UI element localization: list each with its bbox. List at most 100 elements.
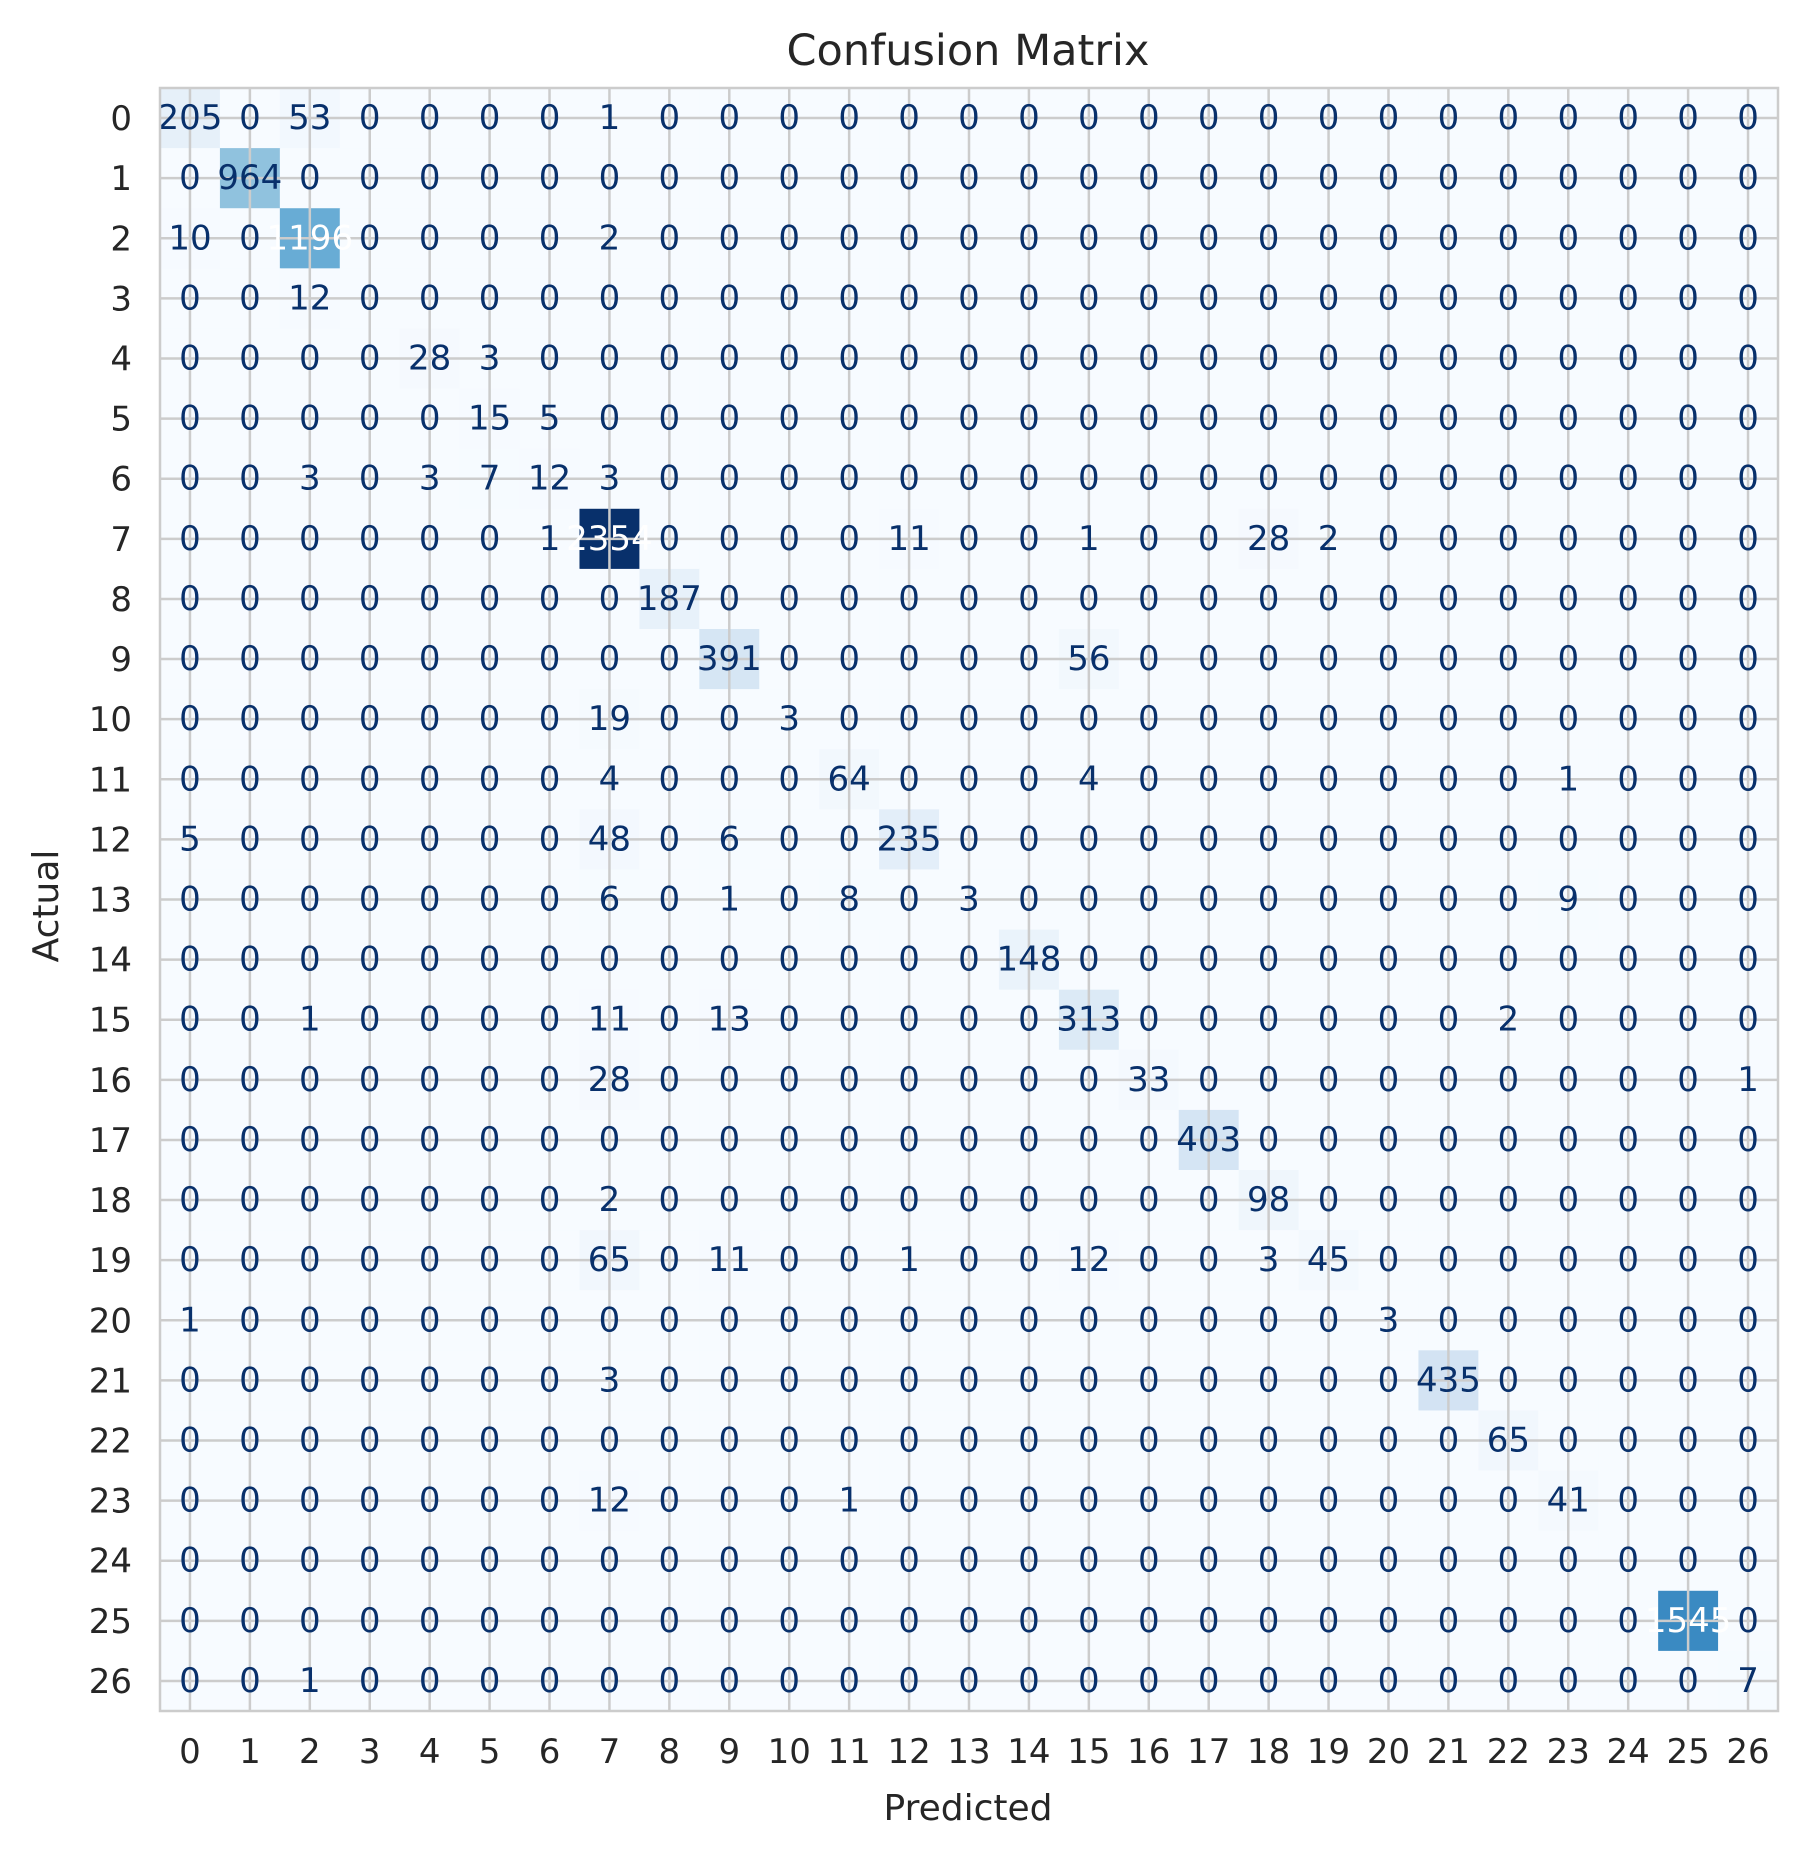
- cell-value-label: 0: [1498, 339, 1520, 379]
- cell-value-label: 0: [479, 1300, 501, 1340]
- cell-value-label: 0: [1258, 278, 1280, 318]
- cell-value-label: 0: [1018, 1601, 1040, 1641]
- cell-value-label: 0: [179, 459, 201, 499]
- cell-value-label: 0: [958, 1421, 980, 1461]
- cell-value-label: 98: [1247, 1180, 1290, 1220]
- cell-value-label: 0: [299, 1360, 321, 1400]
- cell-value-label: 0: [359, 158, 381, 198]
- cell-value-label: 0: [1378, 819, 1400, 859]
- cell-value-label: 0: [958, 759, 980, 799]
- cell-value-label: 0: [1677, 98, 1699, 138]
- cell-value-label: 0: [1617, 699, 1639, 739]
- cell-value-label: 0: [299, 1421, 321, 1461]
- cell-value-label: 3: [299, 459, 321, 499]
- cell-value-label: 0: [659, 1120, 681, 1160]
- cell-value-label: 0: [1438, 1180, 1460, 1220]
- cell-value-label: 0: [1438, 278, 1460, 318]
- y-tick-label: 3: [110, 279, 132, 319]
- cell-value-label: 0: [838, 819, 860, 859]
- cell-value-label: 4: [599, 759, 621, 799]
- cell-value-label: 0: [1737, 339, 1759, 379]
- cell-value-label: 0: [179, 1601, 201, 1641]
- cell-value-label: 0: [1737, 1180, 1759, 1220]
- cell-value-label: 0: [1018, 399, 1040, 439]
- cell-value-label: 0: [838, 1240, 860, 1280]
- cell-value-label: 0: [958, 459, 980, 499]
- cell-value-label: 0: [419, 579, 441, 619]
- cell-value-label: 0: [1737, 1120, 1759, 1160]
- cell-value-label: 0: [1557, 459, 1579, 499]
- cell-value-label: 0: [1078, 158, 1100, 198]
- cell-value-label: 0: [359, 1661, 381, 1701]
- cell-value-label: 0: [419, 699, 441, 739]
- cell-value-label: 0: [1617, 940, 1639, 980]
- cell-value-label: 0: [1677, 1300, 1699, 1340]
- cell-value-label: 15: [468, 399, 511, 439]
- cell-value-label: 0: [898, 1481, 920, 1521]
- cell-value-label: 0: [239, 639, 261, 679]
- cell-value-label: 435: [1416, 1360, 1481, 1400]
- cell-value-label: 0: [718, 940, 740, 980]
- x-tick-label: 13: [947, 1732, 990, 1772]
- cell-value-label: 0: [1198, 1481, 1220, 1521]
- cell-value-label: 0: [359, 819, 381, 859]
- cell-value-label: 0: [1018, 759, 1040, 799]
- cell-value-label: 0: [419, 1601, 441, 1641]
- cell-value-label: 0: [479, 98, 501, 138]
- cell-value-label: 0: [958, 1541, 980, 1581]
- cell-value-label: 0: [1258, 1360, 1280, 1400]
- cell-value-label: 0: [599, 339, 621, 379]
- cell-value-label: 0: [1737, 880, 1759, 920]
- cell-value-label: 0: [239, 1360, 261, 1400]
- cell-value-label: 0: [1677, 1541, 1699, 1581]
- cell-value-label: 0: [659, 98, 681, 138]
- cell-value-label: 0: [1438, 519, 1460, 559]
- cell-value-label: 0: [1078, 940, 1100, 980]
- cell-value-label: 11: [887, 519, 930, 559]
- cell-value-label: 0: [299, 339, 321, 379]
- cell-value-label: 0: [179, 1060, 201, 1100]
- cell-value-label: 0: [539, 940, 561, 980]
- cell-value-labels: 205 0 53 0 0 0 0 1 0 0 0 0 0 0 0 0 0 0 0 0 0 0 0 0 0 0 00 964 0 0 0 0 0 0…: [158, 98, 1759, 1701]
- cell-value-label: 0: [179, 158, 201, 198]
- x-tick-label: 5: [479, 1732, 501, 1772]
- cell-value-label: 0: [1498, 1661, 1520, 1701]
- cell-value-label: 0: [1498, 1481, 1520, 1521]
- cell-value-label: 0: [838, 1300, 860, 1340]
- cell-value-label: 0: [479, 699, 501, 739]
- x-tick-label: 24: [1607, 1732, 1650, 1772]
- cell-value-label: 0: [1138, 1000, 1160, 1040]
- cell-value-label: 0: [838, 1601, 860, 1641]
- cell-value-label: 0: [419, 218, 441, 258]
- cell-value-label: 0: [1138, 519, 1160, 559]
- cell-value-label: 0: [1318, 1661, 1340, 1701]
- x-tick-label: 15: [1067, 1732, 1110, 1772]
- cell-value-label: 0: [1677, 278, 1699, 318]
- cell-value-label: 0: [1078, 1481, 1100, 1521]
- cell-value-label: 0: [718, 1421, 740, 1461]
- cell-value-label: 0: [239, 1661, 261, 1701]
- cell-value-label: 0: [958, 1601, 980, 1641]
- cell-value-label: 1: [1078, 519, 1100, 559]
- cell-value-label: 0: [179, 940, 201, 980]
- cell-value-label: 0: [1737, 1240, 1759, 1280]
- cell-value-label: 0: [479, 1421, 501, 1461]
- cell-value-label: 0: [778, 158, 800, 198]
- cell-value-label: 0: [778, 1180, 800, 1220]
- cell-value-label: 0: [838, 1180, 860, 1220]
- cell-value-label: 0: [239, 1421, 261, 1461]
- cell-value-label: 0: [419, 1481, 441, 1521]
- cell-value-label: 0: [1258, 1601, 1280, 1641]
- cell-value-label: 0: [778, 98, 800, 138]
- cell-value-label: 0: [239, 459, 261, 499]
- cell-value-label: 0: [958, 1360, 980, 1400]
- cell-value-label: 0: [1078, 819, 1100, 859]
- cell-value-label: 3: [778, 699, 800, 739]
- cell-value-label: 0: [1318, 940, 1340, 980]
- cell-value-label: 0: [1078, 699, 1100, 739]
- cell-value-label: 0: [1198, 519, 1220, 559]
- cell-value-label: 0: [1078, 339, 1100, 379]
- cell-value-label: 0: [1557, 519, 1579, 559]
- x-tick-label: 14: [1007, 1732, 1050, 1772]
- cell-value-label: 0: [239, 1060, 261, 1100]
